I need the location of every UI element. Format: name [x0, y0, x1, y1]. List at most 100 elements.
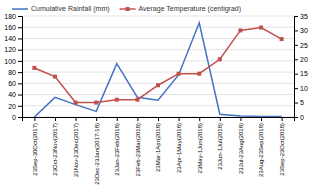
tick-label: 23Sep-30Oct(2017) — [32, 123, 38, 176]
grid-line — [22, 38, 294, 39]
tick: 15 — [294, 70, 308, 77]
tick-mark — [18, 27, 22, 28]
tick-label: 23Sep-23Oct(2018) — [279, 123, 285, 176]
tick-label: 30 — [300, 27, 308, 34]
tick-mark — [18, 106, 22, 107]
tick-label: 23Jun-1Jul(2018) — [217, 123, 223, 170]
tick-label: 20 — [8, 103, 16, 110]
marker — [53, 75, 57, 79]
tick: 23May-1Jun(2018) — [197, 117, 203, 173]
tick: 23Aug-23Sep(2018) — [258, 117, 264, 177]
tick: 25 — [294, 42, 308, 49]
tick: 140 — [4, 35, 22, 42]
tick-mark — [96, 117, 97, 121]
tick: 5 — [294, 99, 304, 106]
tick-mark — [158, 117, 159, 121]
tick-label: 0 — [300, 114, 304, 121]
legend: Cumulative Rainfall (mm) Average Temperat… — [12, 5, 241, 13]
tick-mark — [294, 74, 298, 75]
series-markers — [32, 26, 283, 105]
series-line — [34, 23, 281, 117]
grid-line — [22, 94, 294, 95]
y-axis: 0 20 40 60 80 100 120 140 160 180 — [4, 13, 22, 121]
tick-mark — [294, 59, 298, 60]
grid-line — [22, 60, 294, 61]
tick-mark — [18, 50, 22, 51]
tick-mark — [294, 103, 298, 104]
tick-mark — [117, 117, 118, 121]
tick-label: 100 — [4, 58, 16, 65]
tick: 40 — [8, 91, 22, 98]
grid-line — [22, 72, 294, 73]
tick: 23Apr-1May(2018) — [176, 117, 182, 173]
tick-mark — [240, 117, 241, 121]
legend-item: Cumulative Rainfall (mm) — [12, 5, 110, 13]
tick-mark — [34, 117, 35, 121]
grid-line — [22, 105, 294, 106]
chart-svg: 0204060801001201401601800510152025303523… — [0, 0, 312, 191]
tick: 80 — [8, 69, 22, 76]
marker — [156, 83, 160, 87]
legend-label: Cumulative Rainfall (mm) — [31, 5, 110, 13]
tick-label: 23Nov-23Dec(2017) — [73, 123, 79, 177]
grid — [22, 16, 294, 117]
tick: 160 — [4, 24, 22, 31]
tick-mark — [261, 117, 262, 121]
tick: 20 — [8, 103, 22, 110]
tick-mark — [294, 30, 298, 31]
tick: 23Dec-23Jan(2017-18) — [94, 117, 100, 185]
axis-line — [23, 118, 295, 122]
legend-swatch-marker — [126, 7, 130, 11]
tick-label: 23Jul-23Aug(2018) — [238, 123, 244, 174]
tick-mark — [282, 117, 283, 121]
tick: 35 — [294, 13, 308, 20]
tick-mark — [179, 117, 180, 121]
tick: 0 — [12, 114, 22, 121]
marker — [135, 98, 139, 102]
tick: 180 — [4, 13, 22, 20]
tick-label: 23Mar-1Apr(2018) — [155, 123, 161, 172]
tick-mark — [18, 61, 22, 62]
marker — [177, 72, 181, 76]
tick-label: 23Apr-1May(2018) — [176, 123, 182, 173]
tick-label: 40 — [8, 91, 16, 98]
tick-mark — [294, 16, 298, 17]
tick-label: 20 — [300, 56, 308, 63]
tick-label: 25 — [300, 42, 308, 49]
tick-mark — [220, 117, 221, 121]
tick-label: 23Aug-23Sep(2018) — [258, 123, 264, 177]
legend-item: Average Temperature (centigrad) — [120, 5, 241, 13]
y2-axis: 05101520253035 — [294, 13, 308, 121]
tick-label: 5 — [300, 99, 304, 106]
tick: 100 — [4, 58, 22, 65]
tick-label: 23Feb-23Mar(2018) — [135, 123, 141, 176]
legend-label: Average Temperature (centigrad) — [139, 5, 241, 13]
tick-label: 120 — [4, 46, 16, 53]
tick-label: 23Dec-23Jan(2017-18) — [94, 123, 100, 185]
tick-label: 160 — [4, 24, 16, 31]
tick-mark — [18, 95, 22, 96]
tick: 23Sep-23Oct(2018) — [279, 117, 285, 176]
tick-mark — [76, 117, 77, 121]
tick: 23Jul-23Aug(2018) — [238, 117, 244, 174]
marker — [259, 26, 263, 30]
marker — [74, 101, 78, 105]
tick: 23Oct-23Nov(2017) — [52, 117, 58, 176]
tick-label: 15 — [300, 70, 308, 77]
tick-mark — [199, 117, 200, 121]
tick: 23Feb-23Mar(2018) — [135, 117, 141, 176]
grid-line — [22, 27, 294, 28]
tick-mark — [55, 117, 56, 121]
tick-label: 35 — [300, 13, 308, 20]
x-axis: 23Sep-30Oct(2017) 23Oct-23Nov(2017) 23Nov-… — [23, 117, 295, 185]
tick-label: 140 — [4, 35, 16, 42]
tick: 23Mar-1Apr(2018) — [155, 117, 161, 172]
grid-line — [22, 16, 294, 17]
marker — [197, 72, 201, 76]
marker — [94, 101, 98, 105]
marker — [115, 98, 119, 102]
tick-mark — [18, 83, 22, 84]
marker — [280, 37, 284, 41]
tick: 120 — [4, 46, 22, 53]
tick: 60 — [8, 80, 22, 87]
